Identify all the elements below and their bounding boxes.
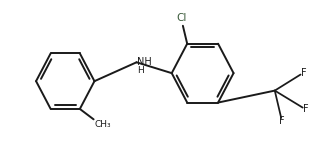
Text: F: F [279,116,285,126]
Text: Cl: Cl [177,13,187,23]
Text: NH: NH [137,57,152,67]
Text: F: F [303,104,308,114]
Text: CH₃: CH₃ [95,120,111,129]
Text: H: H [137,66,144,75]
Text: F: F [301,68,306,78]
